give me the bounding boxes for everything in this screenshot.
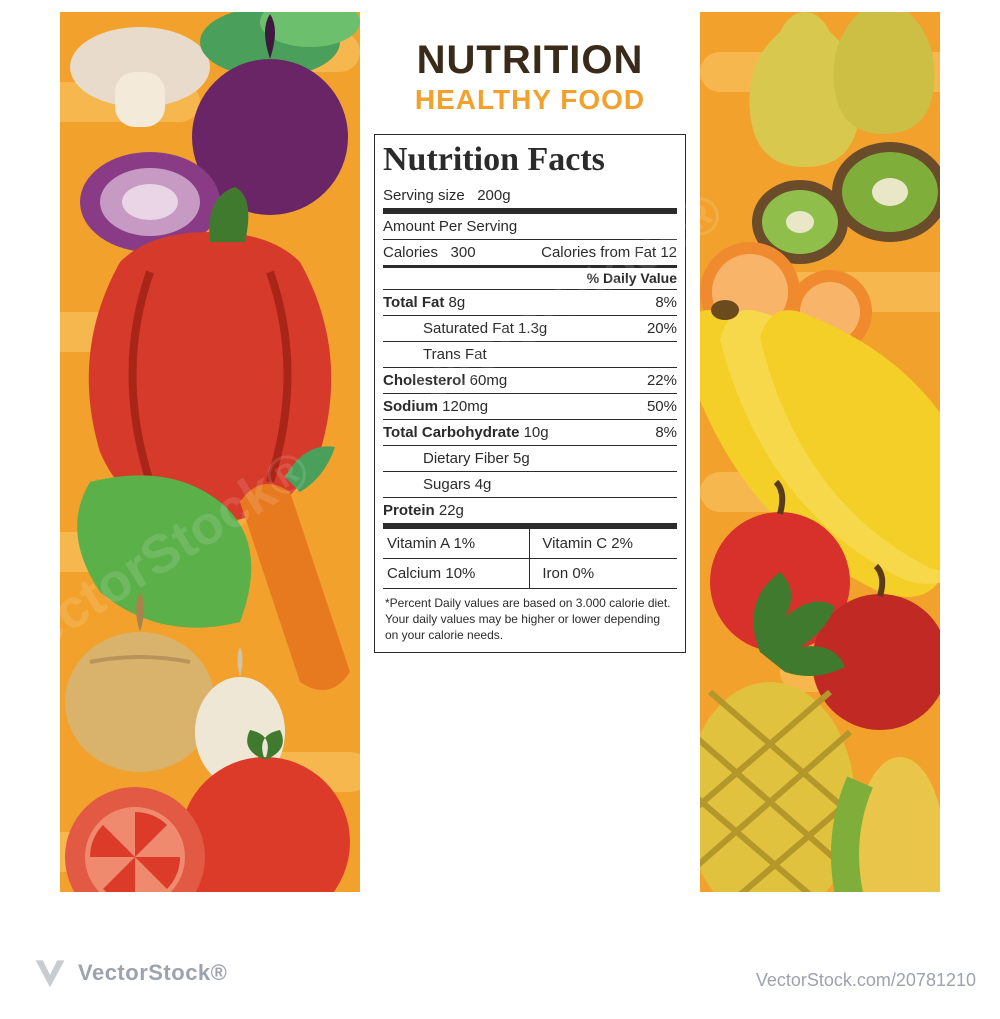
title-sub: HEALTHY FOOD (374, 84, 686, 116)
cff-label: Calories from Fat (541, 244, 656, 261)
nutrition-facts-box: Nutrition Facts Serving size 200g Amount… (374, 134, 686, 653)
serving-label: Serving size (383, 187, 465, 204)
nutrient-row: Cholesterol 60mg22% (383, 368, 677, 394)
vitamin-cell: Iron 0% (530, 559, 677, 589)
corn-icon (845, 757, 940, 892)
vectorstock-icon (32, 955, 68, 991)
nutrient-row: Total Carbohydrate 10g8% (383, 420, 677, 446)
nutrient-rows: Total Fat 8g8%Saturated Fat 1.3g20%Trans… (383, 290, 677, 529)
kiwi-half-icon (832, 142, 940, 242)
mushroom-icon (70, 27, 210, 127)
vitamin-cell: Vitamin C 2% (530, 529, 677, 559)
cff-value: 12 (660, 244, 677, 261)
calories-value: 300 (451, 244, 476, 261)
serving-value: 200g (477, 187, 510, 204)
title-main: NUTRITION (374, 40, 686, 80)
vitamin-cell: Calcium 10% (383, 559, 530, 589)
vectorstock-logo: VectorStock® (32, 955, 227, 991)
nutrient-row: Protein 22g (383, 498, 677, 529)
nutrient-row: Trans Fat (383, 342, 677, 368)
nutrient-row: Saturated Fat 1.3g20% (383, 316, 677, 342)
calories-row: Calories 300 Calories from Fat 12 (383, 240, 677, 268)
vectorstock-brand: VectorStock® (78, 960, 227, 986)
center-panel: NUTRITION HEALTHY FOOD Nutrition Facts S… (360, 12, 700, 892)
amount-per-serving: Amount Per Serving (383, 214, 677, 240)
tomato-half-icon (65, 787, 205, 892)
nutrient-row: Sodium 120mg50% (383, 394, 677, 420)
nutrient-row: Dietary Fiber 5g (383, 446, 677, 472)
infographic-frame: NUTRITION HEALTHY FOOD Nutrition Facts S… (60, 12, 940, 892)
serving-row: Serving size 200g (383, 183, 677, 214)
footnote: *Percent Daily values are based on 3.000… (383, 589, 677, 644)
pear-icon (834, 12, 935, 134)
vitamin-grid: Vitamin A 1% Vitamin C 2% Calcium 10% Ir… (383, 529, 677, 589)
vitamin-cell: Vitamin A 1% (383, 529, 530, 559)
facts-title: Nutrition Facts (383, 141, 677, 179)
vectorstock-url: VectorStock.com/20781210 (756, 970, 976, 991)
nutrient-row: Total Fat 8g8% (383, 290, 677, 316)
dv-header: % Daily Value (383, 268, 677, 290)
calories-label: Calories (383, 244, 438, 261)
nutrient-row: Sugars 4g (383, 472, 677, 498)
